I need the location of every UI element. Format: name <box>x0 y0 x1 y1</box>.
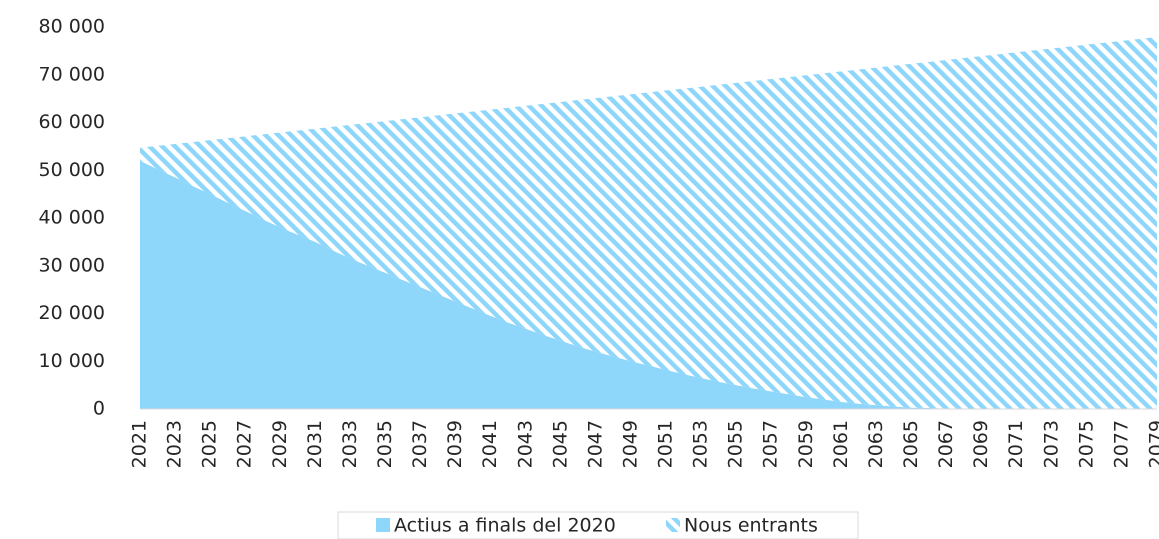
y-tick-label: 40 000 <box>39 207 105 229</box>
x-tick-label: 2037 <box>409 420 431 468</box>
x-tick-label: 2071 <box>1005 420 1027 468</box>
y-tick-label: 10 000 <box>39 350 105 372</box>
legend-swatch <box>376 518 390 532</box>
x-tick-label: 2075 <box>1075 420 1097 468</box>
x-tick-label: 2051 <box>655 420 677 468</box>
x-tick-label: 2053 <box>690 420 712 468</box>
x-tick-label: 2023 <box>164 420 186 468</box>
x-tick-label: 2043 <box>514 420 536 468</box>
x-tick-label: 2049 <box>619 420 641 468</box>
y-tick-label: 0 <box>93 398 105 420</box>
legend-label: Actius a finals del 2020 <box>394 515 616 537</box>
y-tick-label: 30 000 <box>39 254 105 276</box>
x-tick-label: 2063 <box>865 420 887 468</box>
area <box>140 37 1157 410</box>
x-tick-label: 2033 <box>339 420 361 468</box>
x-tick-label: 2029 <box>269 420 291 468</box>
x-tick-label: 2027 <box>234 420 256 468</box>
x-tick-label: 2065 <box>900 420 922 468</box>
y-tick-label: 70 000 <box>39 63 105 85</box>
x-tick-label: 2069 <box>970 420 992 468</box>
x-tick-label: 2077 <box>1110 420 1132 468</box>
x-tick-label: 2041 <box>479 420 501 468</box>
x-tick-label: 2047 <box>584 420 606 468</box>
x-tick-label: 2079 <box>1146 420 1159 468</box>
area <box>140 160 1157 409</box>
x-tick-label: 2039 <box>444 420 466 468</box>
x-tick-label: 2061 <box>830 420 852 468</box>
legend-label: Nous entrants <box>684 515 818 537</box>
legend-swatch <box>666 518 680 532</box>
legend-box <box>337 511 859 539</box>
x-tick-label: 2021 <box>129 420 151 468</box>
x-tick-label: 2045 <box>549 420 571 468</box>
x-tick-label: 2025 <box>199 420 221 468</box>
x-tick-label: 2067 <box>935 420 957 468</box>
y-tick-label: 60 000 <box>39 111 105 133</box>
x-tick-label: 2035 <box>374 420 396 468</box>
x-tick-label: 2073 <box>1040 420 1062 468</box>
y-tick-label: 50 000 <box>39 159 105 181</box>
x-tick-label: 2055 <box>725 420 747 468</box>
x-tick-label: 2059 <box>795 420 817 468</box>
y-tick-label: 20 000 <box>39 302 105 324</box>
x-tick-label: 2031 <box>304 420 326 468</box>
x-tick-label: 2057 <box>760 420 782 468</box>
y-tick-label: 80 000 <box>39 16 105 38</box>
